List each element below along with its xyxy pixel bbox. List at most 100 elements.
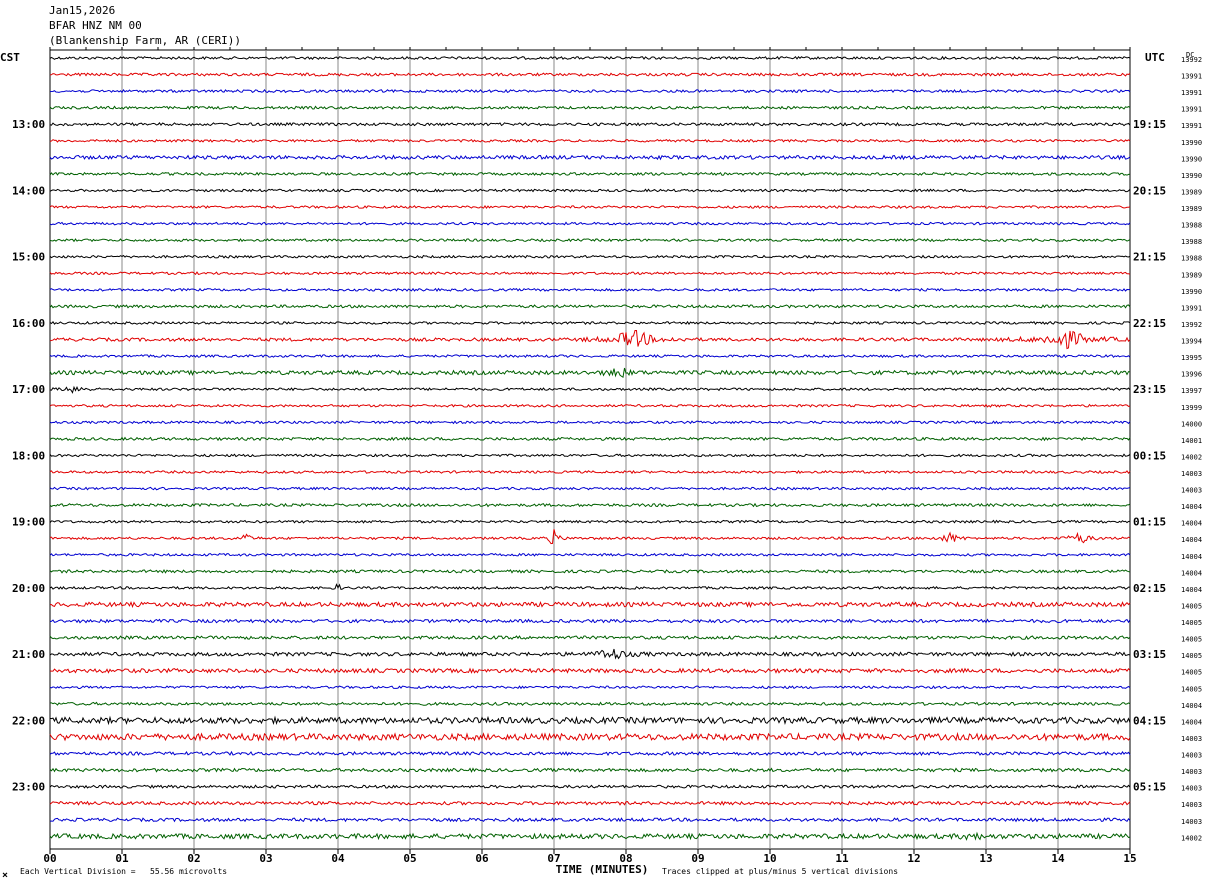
right-hour-label: 01:15 [1133,516,1166,529]
clip-note: Traces clipped at plus/minus 5 vertical … [662,867,899,876]
seismic-trace [49,238,1131,243]
dc-offset-label: 14003 [1181,785,1202,793]
dc-offset-label: 13991 [1181,73,1202,81]
x-tick-label: 15 [1123,852,1136,865]
dc-offset-label: 13988 [1181,222,1202,230]
header-station: BFAR HNZ NM 00 [49,19,142,32]
dc-offset-label: 13989 [1181,271,1202,279]
left-hour-label: 18:00 [12,449,45,462]
seismic-trace [49,403,1131,408]
dc-label: DC [1186,51,1194,59]
seismic-trace [49,188,1131,193]
dc-offset-label: 14005 [1181,602,1202,610]
seismic-trace [49,767,1131,773]
dc-offset-label: 13999 [1181,404,1202,412]
division-note: Each Vertical Division = 55.56 microvolt… [20,867,228,876]
dc-offset-label: 13988 [1181,255,1202,263]
left-hour-label: 22:00 [12,714,45,727]
seismic-trace [49,221,1131,226]
dc-offset-label: 13991 [1181,89,1202,97]
dc-offset-label: 14005 [1181,619,1202,627]
right-timezone-label: UTC [1145,51,1165,64]
seismic-trace [49,519,1131,524]
seismic-trace [49,271,1131,276]
dc-offset-label: 14003 [1181,735,1202,743]
dc-offset-label: 13991 [1181,106,1202,114]
x-tick-label: 07 [547,852,560,865]
dc-offset-label: 13996 [1181,371,1202,379]
seismic-trace [49,304,1131,309]
x-tick-label: 12 [907,852,920,865]
seismic-trace [49,385,1131,394]
right-hour-label: 20:15 [1133,184,1166,197]
x-tick-label: 06 [475,852,489,865]
dc-offset-label: 14001 [1181,437,1202,445]
dc-offset-label: 14005 [1181,669,1202,677]
dc-offset-label: 13989 [1181,205,1202,213]
x-tick-label: 10 [763,852,776,865]
dc-offset-label: 14004 [1181,520,1202,528]
x-tick-label: 08 [619,852,632,865]
dc-offset-label: 13992 [1181,56,1202,64]
left-timezone-label: CST [0,51,20,64]
seismic-trace [49,436,1131,442]
seismic-trace [49,667,1131,674]
dc-offset-label: 14004 [1181,586,1202,594]
x-tick-label: 13 [979,852,992,865]
x-tick-label: 11 [835,852,849,865]
dc-offset-label: 14004 [1181,702,1202,710]
left-hour-label: 15:00 [12,251,45,264]
dc-offset-label: 14002 [1181,834,1202,842]
seismic-trace [49,55,1131,61]
seismic-trace [49,502,1131,508]
dc-offset-label: 13995 [1181,354,1202,362]
right-hour-label: 19:15 [1133,118,1166,131]
right-hour-label: 23:15 [1133,383,1166,396]
seismic-trace [49,701,1131,707]
dc-offset-label: 14000 [1181,420,1202,428]
dc-offset-label: 13989 [1181,188,1202,196]
left-hour-label: 21:00 [12,648,45,661]
dc-offset-label: 14003 [1181,768,1202,776]
seismic-trace [49,105,1131,110]
dc-offset-label: 14004 [1181,718,1202,726]
left-hour-label: 14:00 [12,184,45,197]
dc-offset-label: 14003 [1181,487,1202,495]
seismic-trace [49,784,1131,789]
seismic-trace [49,88,1131,94]
right-hour-label: 05:15 [1133,781,1166,794]
left-hour-label: 19:00 [12,516,45,529]
seismic-trace [49,600,1131,609]
seismic-trace [49,800,1131,806]
dc-offset-label: 14005 [1181,652,1202,660]
seismic-trace [49,469,1131,475]
left-hour-label: 20:00 [12,582,45,595]
x-tick-label: 05 [403,852,416,865]
x-tick-label: 00 [43,852,56,865]
x-tick-label: 02 [187,852,200,865]
dc-offset-label: 14004 [1181,503,1202,511]
corner-mark: ⨯ [2,870,9,881]
seismic-trace [49,121,1131,127]
seismic-trace [49,529,1131,545]
seismic-trace [49,171,1131,177]
seismic-trace [49,154,1131,161]
seismic-trace [49,72,1131,77]
seismic-trace [49,205,1131,210]
seismic-trace [49,453,1131,458]
seismic-trace [49,583,1131,591]
seismic-trace [49,648,1131,660]
right-hour-label: 02:15 [1133,582,1166,595]
seismic-trace [49,618,1131,624]
left-hour-label: 17:00 [12,383,45,396]
dc-offset-label: 14005 [1181,636,1202,644]
seismic-trace [49,552,1131,557]
dc-offset-label: 13990 [1181,155,1202,163]
x-tick-label: 03 [259,852,272,865]
right-hour-label: 00:15 [1133,449,1166,462]
seismic-trace [49,254,1131,259]
dc-offset-label: 13988 [1181,238,1202,246]
right-hour-label: 21:15 [1133,251,1166,264]
header-location: (Blankenship Farm, AR (CERI)) [49,34,242,47]
